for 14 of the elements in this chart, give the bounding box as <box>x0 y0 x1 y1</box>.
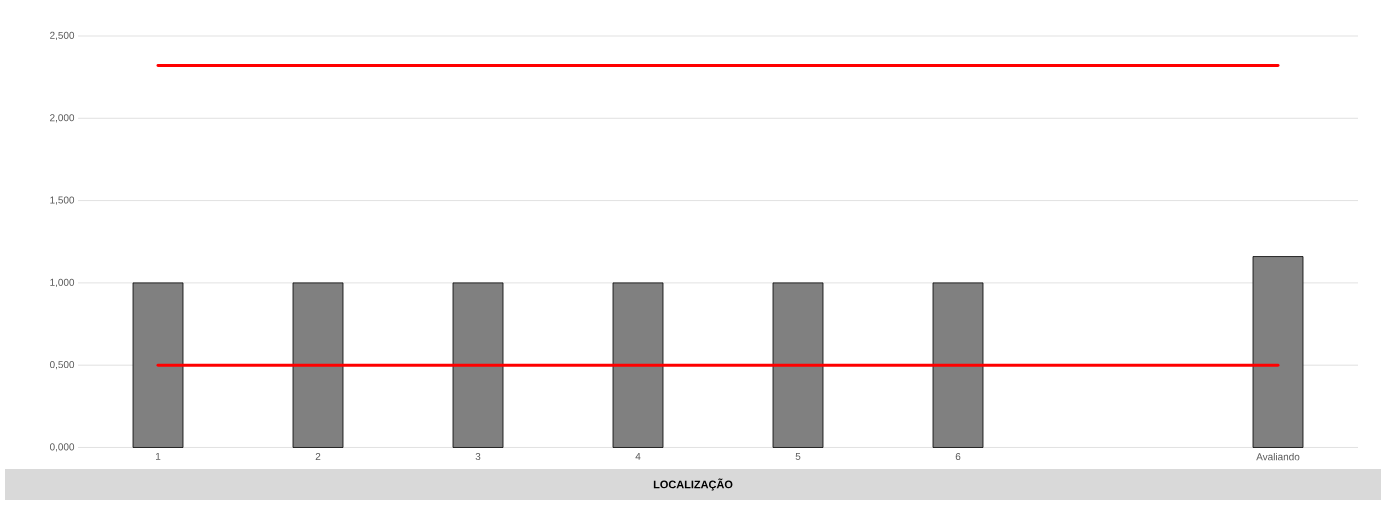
x-tick-label: 4 <box>635 453 641 460</box>
x-tick-label: Avaliando <box>1256 453 1300 461</box>
x-tick-label: 2 <box>315 453 321 460</box>
x-tick-label: 1 <box>156 453 161 460</box>
y-tick-label: 2,000 <box>50 114 75 123</box>
y-tick-label: 1,000 <box>50 278 75 288</box>
x-tick-label: 3 <box>475 453 481 461</box>
x-axis-title: LOCALIZAÇÃO <box>653 478 733 491</box>
y-tick-label: 0,000 <box>49 443 75 452</box>
y-tick-label: 0,500 <box>49 361 75 370</box>
y-tick-label: 2,500 <box>50 31 75 41</box>
y-tick-label: 1,500 <box>50 196 75 205</box>
x-tick-label: 6 <box>955 453 961 461</box>
x-tick-label: 5 <box>795 453 801 460</box>
